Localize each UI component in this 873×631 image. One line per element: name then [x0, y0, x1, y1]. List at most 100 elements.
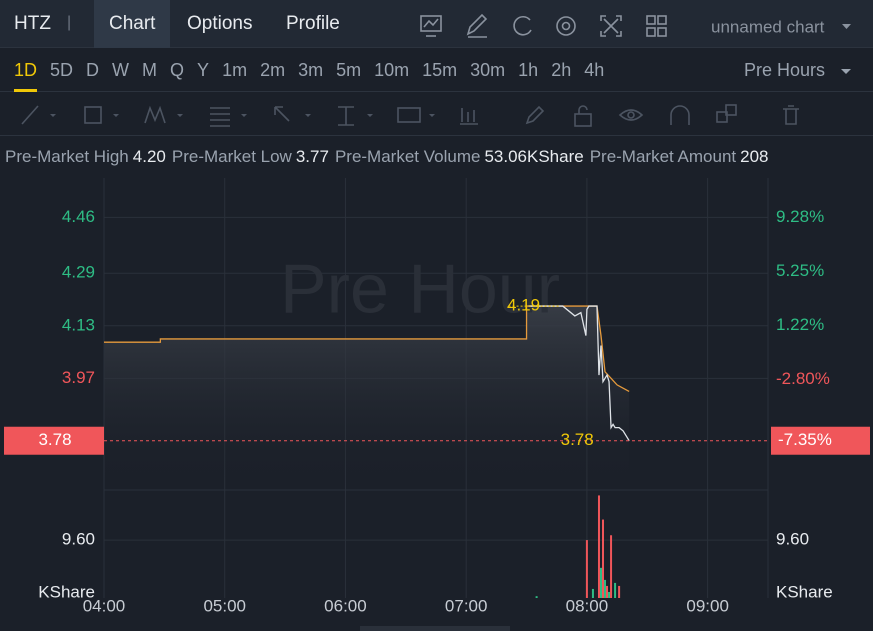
x-tick-label: 05:00	[203, 596, 246, 615]
fib-tool[interactable]	[210, 107, 230, 127]
volume-bar	[535, 596, 538, 598]
y2-tick-label: 9.28%	[776, 207, 824, 226]
timeframe[interactable]: 2h	[551, 60, 572, 80]
timeframe[interactable]: 4h	[584, 60, 605, 80]
session-arrow	[841, 69, 851, 74]
timeframe[interactable]: 5D	[50, 60, 74, 80]
marker-label: 3.78	[561, 430, 594, 449]
drawing-toolbar	[0, 92, 873, 136]
tool-arrows	[50, 114, 435, 117]
info-label: Pre-Market Low	[171, 147, 292, 166]
timeframe[interactable]: 10m	[374, 60, 410, 80]
draw-icon[interactable]	[466, 13, 488, 38]
measure-tool[interactable]	[338, 106, 354, 126]
price-line	[528, 305, 630, 442]
volume-bar	[606, 585, 609, 598]
x-tick-label: 07:00	[445, 596, 488, 615]
candle-tool[interactable]	[460, 108, 478, 125]
timeframe[interactable]: 2m	[260, 60, 286, 80]
tab[interactable]: Options	[187, 13, 253, 34]
settings-icon[interactable]	[556, 16, 576, 36]
info-value: 3.77	[295, 147, 329, 166]
timeframe[interactable]: D	[86, 60, 100, 80]
pattern-tool[interactable]	[144, 105, 166, 124]
top-bar: HTZ | Chart Options Profile unnamed chart	[0, 0, 873, 48]
tab[interactable]: Profile	[286, 13, 340, 34]
info-value: 4.20	[132, 147, 166, 166]
info-line: Pre-Market High 4.20 Pre-Market Low 3.77 Pre…	[0, 140, 873, 174]
dropdown-arrow	[842, 24, 851, 29]
tab[interactable]: Chart	[94, 0, 171, 48]
drawing-icons	[21, 104, 799, 127]
last-change-label: -7.35%	[778, 430, 832, 449]
timeframe[interactable]: M	[142, 60, 158, 80]
refresh-icon[interactable]	[513, 15, 532, 36]
y-tick-label: 4.29	[62, 263, 95, 282]
y2-tick-label: -2.80%	[776, 369, 830, 388]
magnet-tool[interactable]	[670, 105, 690, 125]
layout-icon[interactable]	[646, 15, 667, 37]
info-value: 53.06KShare	[484, 147, 584, 166]
volume-bar	[608, 591, 611, 598]
volume-bar	[618, 585, 621, 598]
volume-bar	[604, 579, 607, 598]
divider: |	[67, 14, 72, 31]
scrollbar[interactable]	[360, 626, 510, 631]
y2-tick-label: 5.25%	[776, 261, 824, 280]
volume-bar	[614, 582, 617, 598]
timeframe-list: 1D 5D D W M Q Y 1m 2m 3m 5m 10m 15m 30m 1h 2h 4h	[14, 48, 604, 92]
last-change-box	[771, 426, 870, 455]
top-icons: unnamed chart	[420, 13, 851, 38]
x-tick-label: 08:00	[566, 596, 609, 615]
brush-tool[interactable]	[525, 105, 545, 125]
fullscreen-icon[interactable]	[600, 15, 622, 37]
y-tick-label: 4.13	[62, 315, 95, 334]
layer-tool[interactable]	[716, 104, 737, 123]
x-tick-label: 09:00	[686, 596, 729, 615]
delete-tool[interactable]	[783, 105, 799, 125]
volume-bar	[597, 495, 600, 598]
text-tool[interactable]	[397, 107, 421, 123]
volume-bar	[599, 567, 602, 598]
timeframe[interactable]: 1m	[222, 60, 248, 80]
last-price-box	[4, 426, 104, 455]
lock-tool[interactable]	[574, 105, 592, 127]
timeframe[interactable]: 30m	[470, 60, 506, 80]
volume-tick-label: 9.60	[62, 530, 95, 549]
y-tick-label: 3.97	[62, 368, 95, 387]
arrow-tool[interactable]	[274, 106, 290, 122]
volume-bar	[602, 519, 605, 598]
chart: Pre Hour 04:00 05:00 06:00 07:00 08:00 09:00 4…	[0, 176, 873, 631]
volume-tick-label: 9.60	[776, 530, 809, 549]
price-line	[104, 305, 630, 393]
timeframe[interactable]: 1D	[14, 48, 38, 92]
symbol: HTZ	[14, 13, 51, 34]
timeframe-bar: 1D 5D D W M Q Y 1m 2m 3m 5m 10m 15m 30m 1h 2h 4h Pre Hou…	[0, 48, 873, 92]
visibility-tool[interactable]	[618, 109, 644, 121]
y-tick-label: 4.46	[62, 207, 95, 226]
timeframe[interactable]: 3m	[298, 60, 324, 80]
timeframe[interactable]: W	[112, 60, 130, 80]
info-label: Pre-Market High	[5, 147, 129, 166]
volume-bar	[610, 535, 613, 598]
trend-tool[interactable]	[21, 105, 39, 125]
volume-unit: KShare	[776, 582, 833, 601]
timeframe[interactable]: Q	[170, 60, 185, 80]
y2-tick-label: 1.22%	[776, 315, 824, 334]
area-fill	[104, 306, 630, 490]
shape-tool[interactable]	[84, 106, 102, 124]
timeframe[interactable]: 1h	[518, 60, 539, 80]
indicator-icon[interactable]	[420, 15, 442, 37]
timeframe[interactable]: 5m	[336, 60, 362, 80]
last-price-label: 3.78	[38, 430, 71, 449]
x-tick-label: 04:00	[83, 596, 126, 615]
timeframe[interactable]: Y	[197, 60, 210, 80]
chart-name[interactable]: unnamed chart	[711, 17, 825, 36]
volume-bar	[591, 588, 594, 598]
info-value: 208	[740, 147, 769, 166]
marker-label: 4.19	[507, 296, 540, 315]
volume-unit: KShare	[38, 582, 95, 601]
session-select[interactable]: Pre Hours	[744, 60, 826, 80]
timeframe[interactable]: 15m	[422, 60, 458, 80]
